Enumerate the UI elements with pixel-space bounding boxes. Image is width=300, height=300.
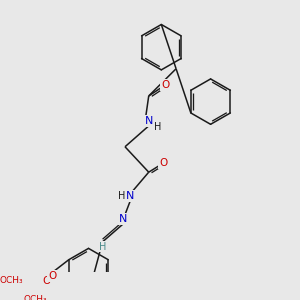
- Text: O: O: [43, 276, 51, 286]
- Text: H: H: [99, 242, 107, 252]
- Text: N: N: [119, 214, 128, 224]
- Text: H: H: [118, 191, 125, 201]
- Text: OCH₃: OCH₃: [0, 276, 23, 285]
- Text: O: O: [48, 271, 56, 281]
- Text: N: N: [145, 116, 153, 126]
- Text: H: H: [154, 122, 161, 132]
- Text: N: N: [126, 191, 135, 201]
- Text: O: O: [161, 80, 169, 90]
- Text: OCH₃: OCH₃: [23, 295, 47, 300]
- Text: O: O: [159, 158, 167, 168]
